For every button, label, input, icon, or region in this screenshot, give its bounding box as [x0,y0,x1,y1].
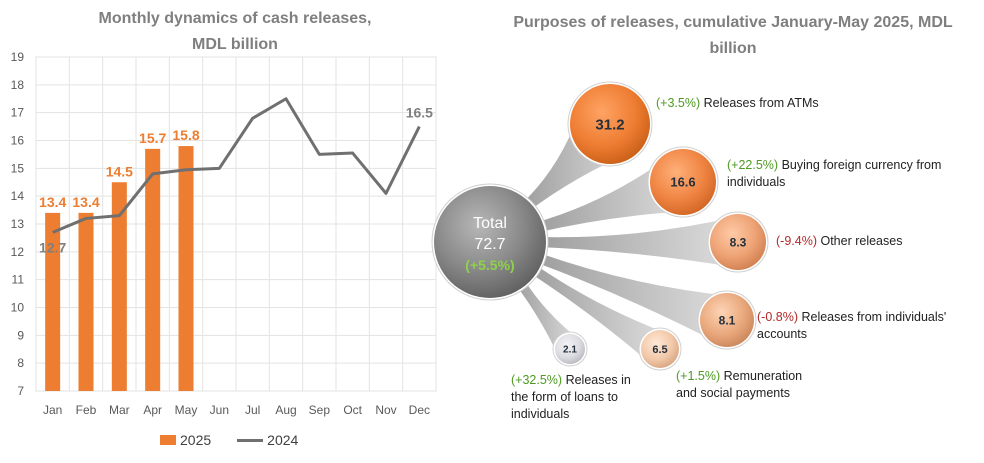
data-label-2025: 15.7 [139,130,166,146]
label-individual-accounts-change: (-0.8%) [757,310,798,324]
data-label-2025: 13.4 [39,194,66,210]
x-tick-label: Jul [245,403,260,417]
label-individual-accounts: (-0.8%) Releases from individuals' accou… [757,309,972,343]
data-label-2025: 14.5 [106,163,133,179]
bubble-item [555,334,585,364]
bubble-item [570,84,650,164]
label-loans: (+32.5%) Releases in the form of loans t… [511,372,641,423]
bar-2025 [45,212,61,391]
x-tick-label: May [175,403,198,417]
monthly-cash-releases-chart: 19 18 17 16 15 14 13 12 11 10 9 8 7 Jan Feb Mar Apr May Ju… [11,50,437,417]
release-purposes-bubble-chart: Total 72.7 (+5.5%) 31.2 16.6 8.3 8.1 6.5 2.1 [431,81,769,371]
y-tick-label: 14 [11,189,25,203]
x-tick-label: Jan [43,403,62,417]
y-tick-label: 18 [11,78,25,92]
legend-swatch-2025 [160,435,176,445]
right-chart-title: Purposes of releases, cumulative January… [488,10,978,62]
right-chart-title-line1: Purposes of releases, cumulative January… [513,14,953,31]
bar-2025 [145,148,161,391]
legend-item-2024: 2024 [237,432,298,448]
label-loans-text: Releases in the form of loans to individ… [511,373,631,421]
total-value: 72.7 [474,236,505,253]
line-2024 [52,97,421,234]
x-tick-label: Nov [375,403,396,417]
connector-fan [538,216,738,268]
bubble-value: 2.1 [563,345,577,356]
right-chart-title-line2: billion [709,40,757,57]
y-tick-label: 10 [11,301,25,315]
y-tick-label: 8 [17,356,24,370]
data-label-2024-first: 12.7 [39,239,66,255]
total-change: (+5.5%) [465,257,514,273]
bubble-item [641,330,679,368]
label-atms-text: Releases from ATMs [703,96,819,110]
bar-2025 [111,182,127,391]
legend-item-2025: 2025 [160,432,211,448]
y-tick-label: 15 [11,161,25,175]
label-other-releases: (-9.4%) Other releases [776,233,976,250]
bubble-item [650,149,716,215]
x-tick-label: Dec [409,403,430,417]
legend-label-2025: 2025 [180,432,212,448]
bubble-value: 16.6 [670,175,695,190]
bubble-value: 6.5 [652,344,667,356]
y-tick-label: 7 [17,384,24,398]
x-tick-label: Sep [309,403,331,417]
y-tick-label: 16 [11,134,25,148]
label-foreign-currency: (+22.5%) Buying foreign currency from in… [727,157,967,191]
y-tick-label: 17 [11,106,25,120]
label-loans-change: (+32.5%) [511,373,563,387]
x-tick-label: Oct [343,403,362,417]
connector-fan [527,263,670,364]
x-tick-label: Jun [210,403,229,417]
data-label-2025: 15.8 [172,127,199,143]
bar-2025 [178,146,194,391]
total-bubble [434,186,546,298]
y-tick-label: 12 [11,245,25,259]
connector-fan [534,252,735,344]
bubble-item [710,214,766,270]
data-label-2025: 13.4 [72,194,99,210]
y-tick-label: 9 [17,328,24,342]
label-other-releases-change: (-9.4%) [776,234,817,248]
legend-swatch-2024 [237,438,264,442]
chart-legend: 2025 2024 [160,432,298,448]
bubble-value: 8.3 [730,235,747,249]
y-tick-label: 11 [12,273,25,287]
bubble-value: 31.2 [595,116,624,133]
label-individual-accounts-text: Releases from individuals' accounts [757,310,947,341]
legend-label-2024: 2024 [267,432,299,448]
y-tick-label: 13 [11,217,25,231]
label-atms-change: (+3.5%) [656,96,701,110]
left-chart-title: Monthly dynamics of cash releases, MDL b… [40,6,430,58]
label-remuneration-change: (+1.5%) [676,369,721,383]
y-tick-label: 19 [11,50,25,64]
bubble-item [700,293,754,347]
data-label-2024-last: 16.5 [406,105,433,121]
label-atms: (+3.5%) Releases from ATMs [656,95,906,112]
label-remuneration-text: Remuneration and social payments [676,369,803,400]
label-foreign-currency-text: Buying foreign currency from individuals [727,158,942,189]
x-tick-label: Mar [109,403,130,417]
label-remuneration: (+1.5%) Remuneration and social payments [676,368,826,402]
x-tick-label: Aug [275,403,296,417]
x-tick-label: Apr [143,403,162,417]
label-other-releases-text: Other releases [820,234,903,248]
label-foreign-currency-change: (+22.5%) [727,158,779,172]
bubble-value: 8.1 [719,313,736,327]
total-label: Total [473,215,507,232]
x-tick-label: Feb [76,403,97,417]
left-chart-title-line2: MDL billion [192,36,278,53]
left-chart-title-line1: Monthly dynamics of cash releases, [98,10,372,27]
bar-2025 [78,212,94,391]
